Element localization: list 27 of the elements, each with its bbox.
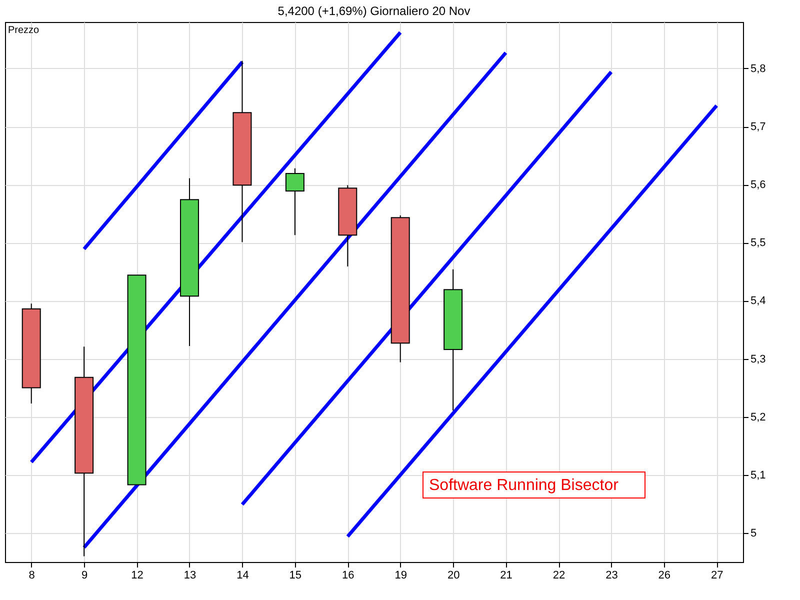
x-tick-label: 21 xyxy=(500,570,512,582)
y-tick-label: 5,1 xyxy=(750,469,766,482)
y-tick-label: 5,6 xyxy=(750,179,766,192)
y-tick-label: 5 xyxy=(750,527,757,540)
x-tick-label: 9 xyxy=(82,570,88,582)
x-tick-label: 15 xyxy=(289,570,302,582)
x-tick-label: 8 xyxy=(28,570,35,582)
x-tick-label: 26 xyxy=(658,570,671,582)
x-tick-label: 12 xyxy=(131,570,144,582)
y-tick-label: 5,2 xyxy=(750,411,766,424)
y-axis-title: Prezzo xyxy=(8,25,40,36)
x-tick-label: 23 xyxy=(606,570,618,582)
y-tick-label: 5,5 xyxy=(750,237,766,250)
y-tick-label: 5,7 xyxy=(750,121,766,134)
x-tick-label: 20 xyxy=(447,570,460,582)
x-tick-label: 16 xyxy=(342,570,354,582)
y-tick-label: 5,3 xyxy=(750,353,766,366)
candlestick xyxy=(285,168,304,236)
x-tick-label: 14 xyxy=(236,570,249,582)
chart-title: 5,4200 (+1,69%) Giornaliero 20 Nov xyxy=(278,4,470,18)
y-tick-label: 5,8 xyxy=(750,62,766,75)
x-tick-label: 13 xyxy=(184,570,196,582)
x-tick-label: 22 xyxy=(552,570,566,582)
y-tick-label: 5,4 xyxy=(750,295,766,308)
x-tick-label: 27 xyxy=(711,570,724,582)
x-tick-label: 19 xyxy=(394,570,407,582)
annotation: Software Running Bisector xyxy=(429,477,620,494)
